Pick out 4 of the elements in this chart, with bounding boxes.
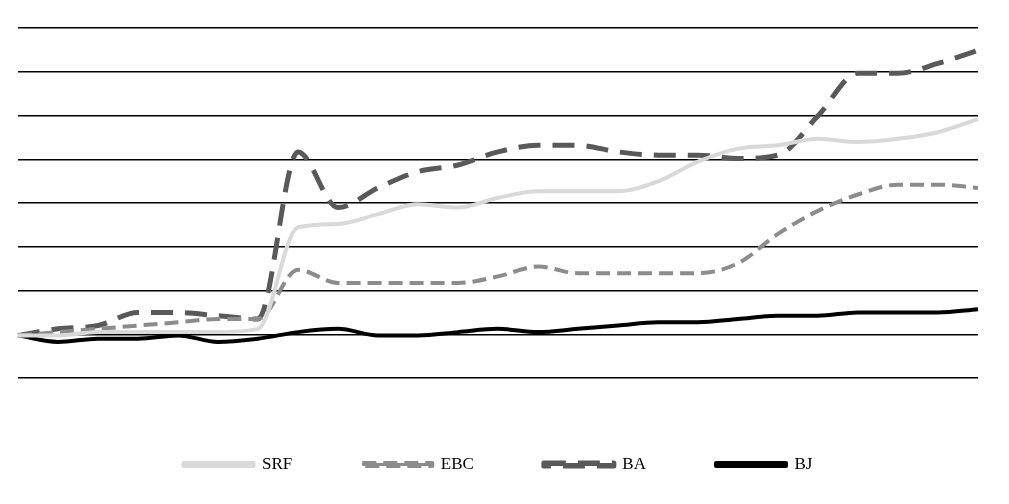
legend-label: EBC [440,453,474,473]
legend-label: BJ [794,453,813,473]
legend-label: SRF [262,453,293,473]
legend-label: BA [622,453,647,473]
